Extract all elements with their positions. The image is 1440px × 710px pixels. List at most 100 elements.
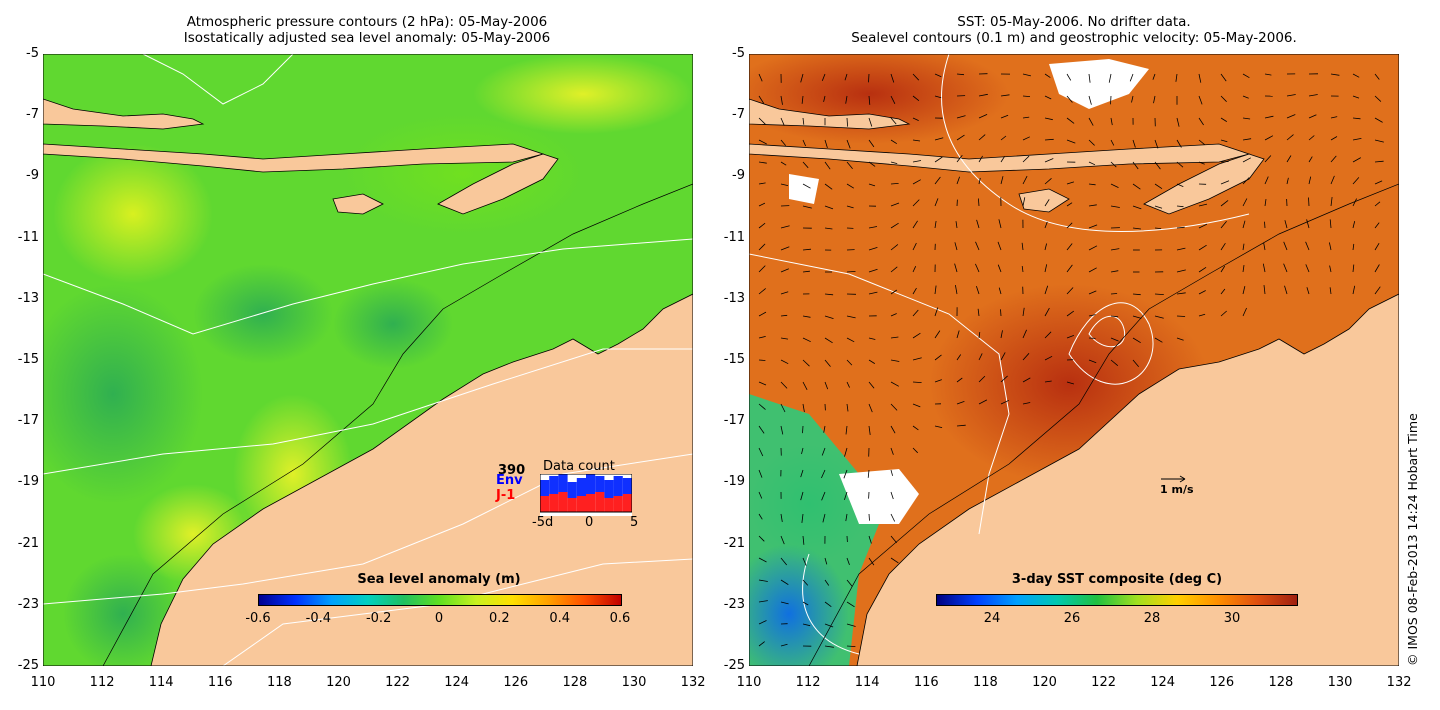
pressure-contour-1 <box>43 348 693 475</box>
right-colorbar-tick: 28 <box>1143 611 1161 626</box>
left-lat-tick: -5 <box>26 46 39 61</box>
australia-land-right <box>856 293 1399 666</box>
left-colorbar-tick: -0.2 <box>365 611 392 626</box>
left-lat-tick: -17 <box>17 413 39 429</box>
left-lon-tick: 124 <box>444 675 470 690</box>
data-count-number: 390 <box>498 463 526 478</box>
sealevel-contour-5 <box>802 553 860 655</box>
left-colorbar-title: Sea level anomaly (m) <box>357 572 521 587</box>
cloud-mask-2 <box>839 469 919 524</box>
right-lon-tick: 110 <box>736 675 762 690</box>
left-title-line2: Isostatically adjusted sea level anomaly… <box>183 30 551 46</box>
pressure-contour-3 <box>43 238 693 335</box>
right-colorbar-title: 3-day SST composite (deg C) <box>1011 572 1223 587</box>
dc-xtick-mid: 0 <box>585 515 594 530</box>
j1-label: J-1 <box>496 488 516 503</box>
left-lon-tick: 110 <box>30 675 56 690</box>
right-colorbar-tick: 24 <box>983 611 1001 626</box>
right-lon-tick: 128 <box>1268 675 1294 690</box>
bathymetry-contour <box>102 183 693 666</box>
left-lat-tick: -25 <box>17 658 39 673</box>
left-lon-tick: 120 <box>326 675 351 690</box>
left-lon-tick: 122 <box>385 675 410 690</box>
left-lat-tick: -23 <box>17 596 39 612</box>
right-title-line1: SST: 05-May-2006. No drifter data. <box>957 14 1191 30</box>
island-timor <box>437 153 559 215</box>
right-lat-tick: -25 <box>723 658 745 673</box>
left-colorbar <box>258 594 622 606</box>
left-lat-tick: -15 <box>17 352 39 367</box>
dc-xtick-right: 5 <box>630 515 639 530</box>
right-lon-tick: 116 <box>913 675 939 690</box>
australia-land <box>150 293 693 666</box>
cloud-mask <box>1049 59 1149 109</box>
right-lon-tick: 126 <box>1209 675 1235 690</box>
island-chain-right <box>749 143 1251 173</box>
right-lon-tick: 130 <box>1327 675 1353 690</box>
right-lat-tick: -21 <box>723 535 745 551</box>
right-colorbar-tick: 26 <box>1063 611 1081 626</box>
left-lon-tick: 114 <box>148 675 174 690</box>
right-lon-tick: 132 <box>1386 675 1412 690</box>
right-lat-tick: -13 <box>723 290 745 306</box>
left-lat-tick: -19 <box>17 474 39 490</box>
left-lon-tick: 132 <box>680 675 706 690</box>
sealevel-contour-4 <box>941 54 1250 232</box>
right-lat-tick: -5 <box>732 46 745 61</box>
right-lon-tick: 118 <box>972 675 998 690</box>
island-chain <box>43 143 545 173</box>
left-lat-tick: -21 <box>17 535 39 551</box>
left-colorbar-tick: 0.6 <box>609 611 631 626</box>
env-label: Env <box>496 473 523 488</box>
left-colorbar-tick: 0 <box>434 611 444 626</box>
right-lat-tick: -23 <box>723 596 745 612</box>
left-lon-tick: 130 <box>621 675 647 690</box>
data-count-title: Data count <box>543 459 615 474</box>
velocity-vectors <box>758 73 1384 648</box>
right-lon-tick: 112 <box>795 675 821 690</box>
left-lat-tick: -9 <box>26 168 39 184</box>
left-lon-tick: 112 <box>89 675 115 690</box>
right-panel-title: SST: 05-May-2006. No drifter data. Seale… <box>750 14 1398 46</box>
data-count-bars <box>540 474 632 516</box>
right-colorbar-tick: 30 <box>1223 611 1241 626</box>
right-lon-tick: 120 <box>1032 675 1057 690</box>
left-lon-tick: 116 <box>207 675 233 690</box>
sealevel-contour-1 <box>1068 302 1154 385</box>
copyright: © IMOS 08-Feb-2013 14:24 Hobart Time <box>1405 413 1420 666</box>
left-lat-tick: -13 <box>17 290 39 306</box>
right-lat-tick: -15 <box>723 352 745 367</box>
cloud-mask-3 <box>789 174 819 204</box>
velocity-scale-arrow <box>1161 475 1186 483</box>
left-lat-tick: -7 <box>26 107 39 123</box>
right-lon-tick: 122 <box>1091 675 1116 690</box>
java-land-right <box>749 98 911 130</box>
left-colorbar-tick: -0.6 <box>245 611 271 626</box>
left-colorbar-tick: 0.2 <box>488 611 510 626</box>
pressure-contour-4 <box>142 54 294 105</box>
right-lat-tick: -19 <box>723 474 745 490</box>
right-title-line2: Sealevel contours (0.1 m) and geostrophi… <box>851 30 1297 46</box>
left-panel-title: Atmospheric pressure contours (2 hPa): 0… <box>43 14 691 46</box>
right-map <box>749 54 1399 666</box>
left-lon-tick: 126 <box>503 675 529 690</box>
island-sumba <box>332 193 384 215</box>
right-lat-tick: -11 <box>723 229 745 245</box>
left-map <box>43 54 693 666</box>
velocity-scale-label: 1 m/s <box>1160 483 1194 496</box>
right-lat-tick: -7 <box>732 107 745 123</box>
left-colorbar-tick: -0.4 <box>305 611 332 626</box>
left-colorbar-tick: 0.4 <box>549 611 570 626</box>
java-land <box>43 98 205 130</box>
left-title-line1: Atmospheric pressure contours (2 hPa): 0… <box>186 14 548 30</box>
sealevel-contour-2 <box>1088 316 1126 348</box>
left-lon-tick: 128 <box>562 675 588 690</box>
bathymetry-contour-right <box>808 183 1399 666</box>
dc-xtick-left: -5d <box>532 515 554 530</box>
right-colorbar <box>936 594 1298 606</box>
island-sumba-right <box>1018 188 1070 213</box>
right-lat-tick: -9 <box>732 168 745 184</box>
sealevel-contour-3 <box>749 253 1010 535</box>
right-lon-tick: 114 <box>854 675 880 690</box>
left-lon-tick: 118 <box>266 675 292 690</box>
